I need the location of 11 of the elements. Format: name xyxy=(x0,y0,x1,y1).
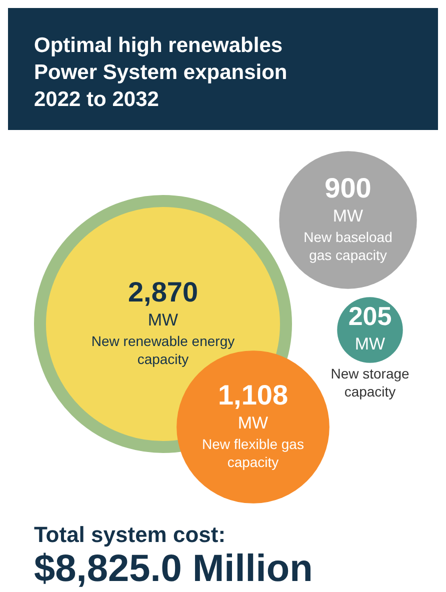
data-label: 900 MW xyxy=(324,172,372,226)
text: $8,825.0 Million xyxy=(34,548,314,590)
category-label: New storage capacity xyxy=(330,366,410,400)
data-label: 2,870 MW xyxy=(128,276,198,330)
text: Optimal high renewables Power System expansion 2022 to 2032 xyxy=(34,33,288,113)
text: Total system cost: xyxy=(34,522,227,548)
category-label: New renewable energy capacity xyxy=(91,332,235,367)
category-label: New baseload gas capacity xyxy=(304,228,392,263)
data-label: 205 MW xyxy=(348,301,392,354)
data-label: 1,108 MW xyxy=(218,380,288,433)
category-label: New flexible gas capacity xyxy=(202,436,304,470)
